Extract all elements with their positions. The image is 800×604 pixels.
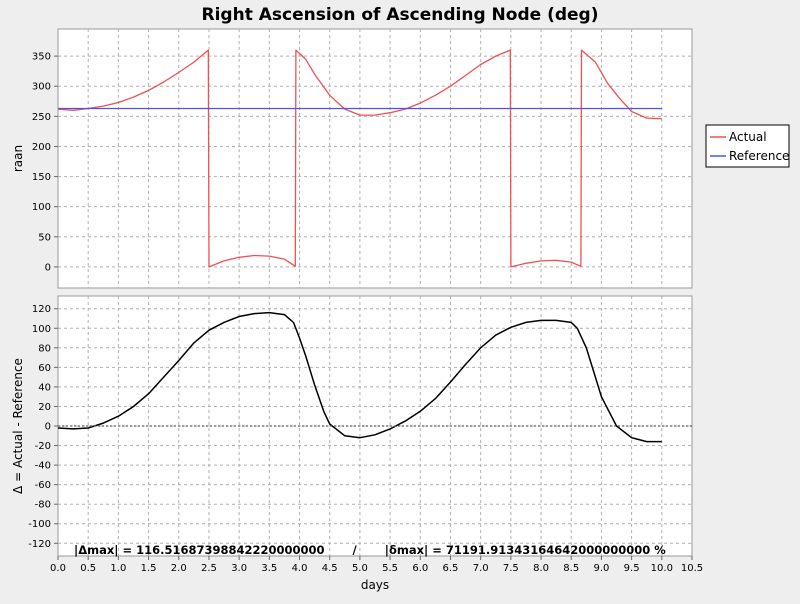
x-tick-label: 6.0 [412, 563, 428, 574]
x-tick-label: 2.0 [171, 563, 187, 574]
delta-series-line [57, 311, 662, 443]
top-y-tick-label: 350 [32, 52, 51, 63]
x-tick-label: 9.0 [593, 563, 609, 574]
bot-y-tick-label: -60 [35, 480, 51, 491]
actual-series-line [57, 49, 662, 268]
top-y-ticks: 0 50 100 150 200 250 300 350 [32, 52, 58, 273]
top-y-axis-label: raan [11, 145, 25, 172]
x-ticks: 0.0 0.5 1.0 1.5 2.0 2.5 3.0 3.5 4.0 4.5 5.0 5.5 6.0 6… [50, 556, 703, 574]
bottom-y-axis-label: Δ = Actual - Reference [11, 358, 25, 494]
x-tick-label: 3.0 [231, 563, 247, 574]
bot-y-tick-label: -120 [28, 539, 51, 550]
top-series [57, 49, 662, 268]
x-tick-label: 2.5 [201, 563, 217, 574]
top-y-tick-label: 300 [32, 82, 51, 93]
bot-y-tick-label: 100 [32, 324, 51, 335]
x-tick-label: 4.5 [322, 563, 338, 574]
x-axis-label: days [361, 578, 389, 592]
legend-items: Actual Reference [710, 130, 789, 163]
x-tick-label: 4.0 [292, 563, 308, 574]
top-y-tick-label: 100 [32, 202, 51, 213]
x-tick-label: 5.0 [352, 563, 368, 574]
delta-max-annotation: |Δmax| = 116.51687398842220000000 / |δma… [74, 543, 666, 557]
bot-y-tick-label: 40 [38, 382, 51, 393]
legend: Actual Reference [705, 124, 790, 168]
bot-y-tick-label: 0 [45, 422, 51, 433]
x-tick-label: 1.0 [110, 563, 126, 574]
top-y-tick-label: 250 [32, 112, 51, 123]
x-tick-label: 7.0 [473, 563, 489, 574]
x-tick-label: 0.0 [50, 563, 66, 574]
top-y-tick-label: 150 [32, 172, 51, 183]
x-tick-label: 1.5 [141, 563, 157, 574]
legend-label: Reference [729, 149, 789, 163]
bot-y-tick-label: -20 [35, 441, 51, 452]
x-tick-label: 8.0 [533, 563, 549, 574]
bot-y-tick-label: -80 [35, 500, 51, 511]
chart-title: Right Ascension of Ascending Node (deg) [202, 5, 599, 25]
bot-y-tick-label: 80 [38, 343, 51, 354]
x-tick-label: 6.5 [443, 563, 459, 574]
bot-y-tick-label: -100 [28, 519, 51, 530]
x-tick-label: 7.5 [503, 563, 519, 574]
bottom-y-ticks: 120 100 80 60 40 20 0 -20 -40 -60 -80 -100 -120 [28, 304, 58, 550]
top-panel: 0 50 100 150 200 250 300 350 raan [11, 28, 693, 289]
x-axis: 0.0 0.5 1.0 1.5 2.0 2.5 3.0 3.5 4.0 4.5 5.0 5.5 6.0 6… [50, 556, 703, 592]
bottom-series [57, 311, 692, 443]
bot-y-tick-label: 120 [32, 304, 51, 315]
x-tick-label: 10.5 [681, 563, 703, 574]
top-y-tick-label: 50 [38, 232, 51, 243]
legend-label: Actual [729, 130, 767, 144]
bot-y-tick-label: 20 [38, 402, 51, 413]
top-y-tick-label: 0 [45, 262, 51, 273]
top-y-tick-label: 200 [32, 142, 51, 153]
bot-y-tick-label: -40 [35, 461, 51, 472]
x-tick-label: 8.5 [563, 563, 579, 574]
bot-y-tick-label: 60 [38, 363, 51, 374]
x-tick-label: 0.5 [80, 563, 96, 574]
x-tick-label: 9.5 [624, 563, 640, 574]
x-tick-label: 3.5 [261, 563, 277, 574]
legend-box [705, 124, 790, 168]
top-plot-area [57, 28, 693, 289]
x-tick-label: 5.5 [382, 563, 398, 574]
bottom-panel: 120 100 80 60 40 20 0 -20 -40 -60 -80 -100 -120 Δ = … [11, 295, 693, 557]
x-tick-label: 10.0 [651, 563, 673, 574]
